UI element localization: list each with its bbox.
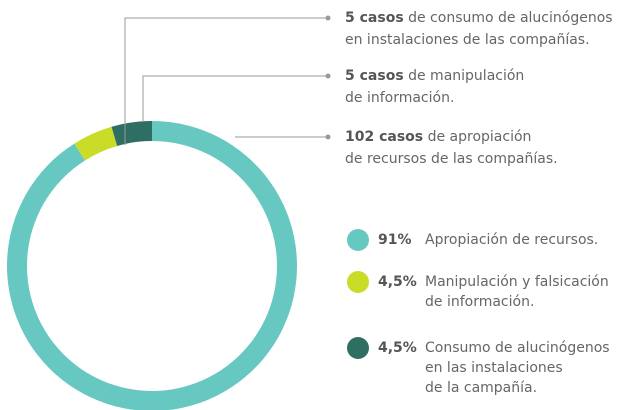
donut-slice <box>7 121 297 410</box>
leader-dot <box>325 134 331 140</box>
annotation-line: de información. <box>345 90 454 106</box>
legend-label: Consumo de alucinógenos <box>425 340 610 356</box>
leader-line <box>142 75 328 122</box>
legend-label: Manipulación y falsicación <box>425 274 609 290</box>
donut-slice <box>74 126 118 161</box>
annotation-text: 102 casos de apropiación <box>345 129 531 145</box>
legend-value: 4,5% <box>378 274 417 290</box>
donut-slice <box>111 121 152 146</box>
annotation-line: de consumo de alucinógenos <box>408 10 612 26</box>
legend-swatch <box>347 271 369 293</box>
legend-label: de información. <box>425 294 534 310</box>
legend-label: en las instalaciones <box>425 360 563 376</box>
annotation-bold: 5 casos <box>345 68 404 84</box>
legend-value: 91% <box>378 232 412 248</box>
leader-line <box>124 17 328 145</box>
legend-label: de la campañía. <box>425 380 537 396</box>
annotation-text: 5 casos de consumo de alucinógenos <box>345 10 613 26</box>
annotation-text: 5 casos de manipulación <box>345 68 524 84</box>
annotation-line: de manipulación <box>408 68 524 84</box>
leader-dot <box>325 73 331 79</box>
annotation-line: de apropiación <box>428 129 532 145</box>
leader-dot <box>325 15 331 21</box>
annotation-line: en instalaciones de las compañías. <box>345 32 590 48</box>
annotation-line: de recursos de las compañías. <box>345 151 558 167</box>
legend-label: Apropiación de recursos. <box>425 232 598 248</box>
annotation-text: en instalaciones de las compañías. <box>345 32 590 48</box>
annotation-text: de recursos de las compañías. <box>345 151 558 167</box>
legend-swatch <box>347 229 369 251</box>
annotation-text: de información. <box>345 90 454 106</box>
legend-value: 4,5% <box>378 340 417 356</box>
annotation-bold: 102 casos <box>345 129 423 145</box>
legend-swatch <box>347 337 369 359</box>
annotation-bold: 5 casos <box>345 10 404 26</box>
